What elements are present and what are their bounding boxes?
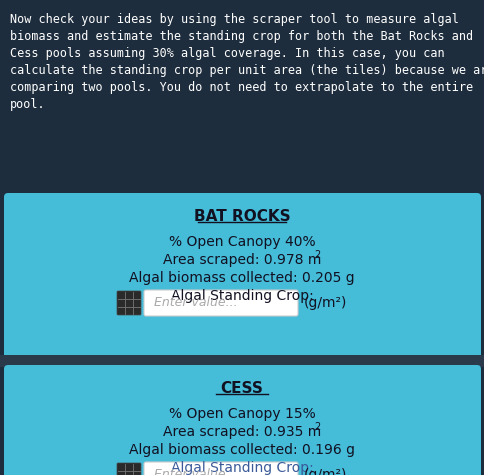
Text: Enter value...: Enter value... xyxy=(154,296,237,310)
FancyBboxPatch shape xyxy=(4,193,480,359)
Text: 2: 2 xyxy=(313,422,319,432)
Text: pool.: pool. xyxy=(10,98,45,111)
Text: Enter value...: Enter value... xyxy=(154,468,237,475)
Text: (g/m²): (g/m²) xyxy=(303,468,347,475)
Text: Algal Standing Crop:: Algal Standing Crop: xyxy=(170,289,313,303)
FancyBboxPatch shape xyxy=(0,355,484,367)
Text: % Open Canopy 40%: % Open Canopy 40% xyxy=(168,235,315,249)
FancyBboxPatch shape xyxy=(4,365,480,475)
Text: Area scraped: 0.978 m: Area scraped: 0.978 m xyxy=(163,253,320,267)
Text: 2: 2 xyxy=(313,250,319,260)
Text: % Open Canopy 15%: % Open Canopy 15% xyxy=(168,407,315,421)
FancyBboxPatch shape xyxy=(117,463,141,475)
FancyBboxPatch shape xyxy=(117,291,141,315)
Text: Cess pools assuming 30% algal coverage. In this case, you can: Cess pools assuming 30% algal coverage. … xyxy=(10,47,444,60)
Text: BAT ROCKS: BAT ROCKS xyxy=(193,209,290,224)
Text: Area scraped: 0.935 m: Area scraped: 0.935 m xyxy=(163,425,320,439)
FancyBboxPatch shape xyxy=(144,462,297,475)
Text: Algal Standing Crop:: Algal Standing Crop: xyxy=(170,461,313,475)
FancyBboxPatch shape xyxy=(144,290,297,316)
Text: calculate the standing crop per unit area (the tiles) because we are: calculate the standing crop per unit are… xyxy=(10,64,484,77)
Text: Now check your ideas by using the scraper tool to measure algal: Now check your ideas by using the scrape… xyxy=(10,13,458,26)
Text: (g/m²): (g/m²) xyxy=(303,296,347,310)
Text: CESS: CESS xyxy=(220,381,263,396)
Text: Algal biomass collected: 0.196 g: Algal biomass collected: 0.196 g xyxy=(129,443,354,457)
Text: comparing two pools. You do not need to extrapolate to the entire: comparing two pools. You do not need to … xyxy=(10,81,472,94)
Text: Algal biomass collected: 0.205 g: Algal biomass collected: 0.205 g xyxy=(129,271,354,285)
Text: biomass and estimate the standing crop for both the Bat Rocks and: biomass and estimate the standing crop f… xyxy=(10,30,472,43)
